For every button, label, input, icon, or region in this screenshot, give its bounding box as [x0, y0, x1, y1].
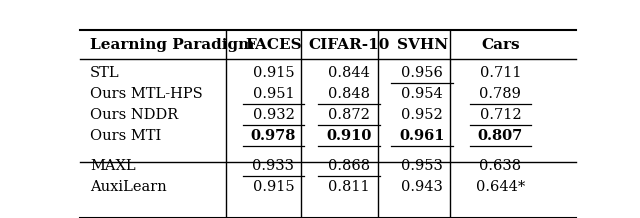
Text: 0.943: 0.943	[401, 180, 443, 194]
Text: 0.915: 0.915	[253, 180, 294, 194]
Text: MAXL: MAXL	[90, 159, 136, 173]
Text: 0.952: 0.952	[401, 108, 443, 122]
Text: Learning Paradigm: Learning Paradigm	[90, 38, 254, 53]
Text: 0.951: 0.951	[253, 87, 294, 101]
Text: STL: STL	[90, 66, 120, 80]
Text: 0.872: 0.872	[328, 108, 370, 122]
Text: 0.915: 0.915	[253, 66, 294, 80]
Text: 0.807: 0.807	[477, 129, 523, 143]
Text: 0.844: 0.844	[328, 66, 370, 80]
Text: 0.644*: 0.644*	[476, 180, 525, 194]
Text: 0.712: 0.712	[479, 108, 521, 122]
Text: 0.978: 0.978	[251, 129, 296, 143]
Text: 0.811: 0.811	[328, 180, 370, 194]
Text: Ours MTL-HPS: Ours MTL-HPS	[90, 87, 203, 101]
Text: 0.933: 0.933	[252, 159, 294, 173]
Text: 0.956: 0.956	[401, 66, 443, 80]
Text: 0.868: 0.868	[328, 159, 370, 173]
Text: AuxiLearn: AuxiLearn	[90, 180, 166, 194]
Text: 0.848: 0.848	[328, 87, 370, 101]
Text: 0.638: 0.638	[479, 159, 522, 173]
Text: 0.789: 0.789	[479, 87, 522, 101]
Text: 0.953: 0.953	[401, 159, 443, 173]
Text: 0.932: 0.932	[253, 108, 294, 122]
Text: Ours NDDR: Ours NDDR	[90, 108, 178, 122]
Text: SVHN: SVHN	[397, 38, 448, 53]
Text: Cars: Cars	[481, 38, 520, 53]
Text: 0.910: 0.910	[326, 129, 372, 143]
Text: 0.954: 0.954	[401, 87, 443, 101]
Text: CIFAR-10: CIFAR-10	[308, 38, 390, 53]
Text: Ours MTI: Ours MTI	[90, 129, 161, 143]
Text: FACES: FACES	[245, 38, 301, 53]
Text: 0.711: 0.711	[479, 66, 521, 80]
Text: 0.961: 0.961	[399, 129, 445, 143]
